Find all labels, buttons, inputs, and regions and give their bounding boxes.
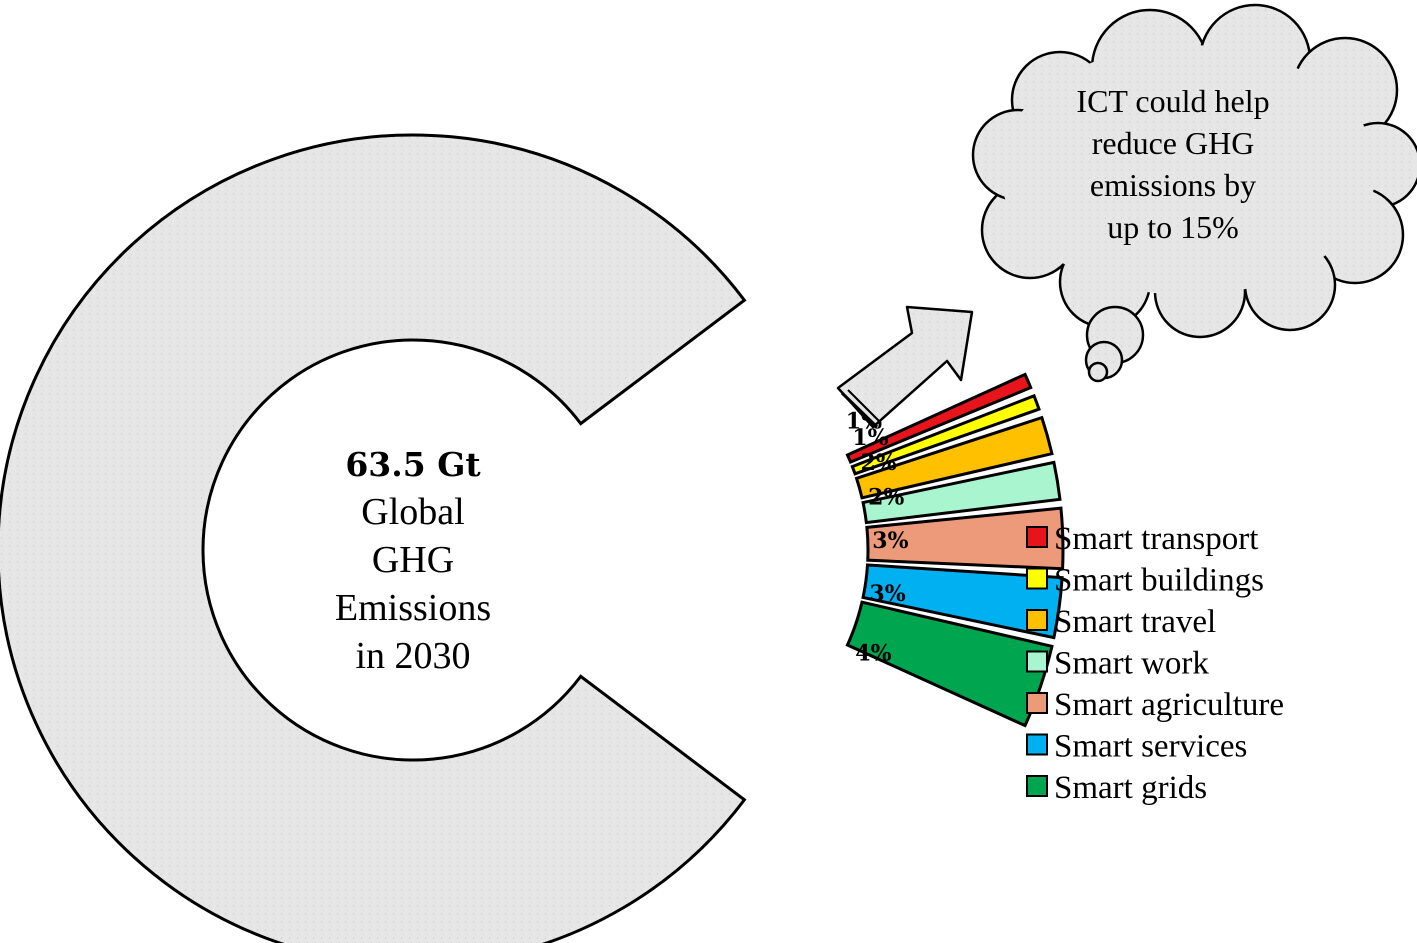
legend-swatch (1026, 526, 1048, 548)
legend-swatch (1026, 692, 1048, 714)
slice-label-smart-services: 3% (869, 581, 905, 607)
legend-swatch (1026, 733, 1048, 756)
slice-label-smart-grids: 4% (855, 641, 891, 667)
thought-cloud-icon: ICT could help reduce GHG emissions by u… (971, 3, 1417, 383)
legend-label: Smart services (1054, 729, 1247, 765)
cloud-line-2: reduce GHG (1092, 125, 1255, 161)
legend-swatch (1026, 650, 1048, 673)
cloud-line-4: up to 15% (1107, 209, 1239, 245)
slice-smart-buildings (850, 393, 1041, 476)
slice-label-smart-buildings: 1% (852, 425, 888, 451)
legend-swatch (1026, 775, 1048, 797)
legend-item-smart-travel: Smart travel (1026, 604, 1216, 640)
slice-smart-transport (845, 372, 1033, 465)
legend-label: Smart work (1054, 646, 1209, 682)
legend: Smart transport Smart buildings Smart trav… (1026, 521, 1284, 806)
legend-item-smart-agriculture: Smart agriculture (1026, 687, 1284, 723)
cloud-line-1: ICT could help (1076, 83, 1269, 119)
slice-label-smart-agriculture: 3% (872, 528, 908, 554)
center-label: 63.5 Gt Global GHG Emissions in 2030 (335, 445, 491, 677)
legend-label: Smart travel (1054, 604, 1216, 640)
legend-swatch (1026, 609, 1048, 631)
legend-label: Smart agriculture (1054, 687, 1284, 723)
remainder-ring (0, 133, 747, 943)
center-line-1: Global (361, 491, 464, 533)
center-line-4: in 2030 (355, 635, 470, 677)
slice-label-smart-work: 2% (868, 484, 904, 510)
legend-label: Smart transport (1054, 521, 1258, 557)
legend-label: Smart grids (1054, 770, 1207, 806)
cloud-line-3: emissions by (1090, 167, 1256, 203)
legend-item-smart-grids: Smart grids (1026, 770, 1207, 806)
legend-swatch (1026, 567, 1048, 590)
arrow-icon (836, 305, 974, 429)
slice-smart-agriculture (865, 506, 1065, 571)
center-line-2: GHG (372, 539, 454, 581)
center-total: 63.5 Gt (345, 445, 481, 484)
slice-smart-travel (854, 415, 1054, 500)
slice-label-smart-travel: 2% (860, 450, 896, 476)
legend-item-smart-transport: Smart transport (1026, 521, 1258, 557)
ict-slices (845, 372, 1065, 728)
slice-smart-services (861, 563, 1064, 640)
legend-item-smart-buildings: Smart buildings (1026, 563, 1264, 599)
legend-label: Smart buildings (1054, 563, 1264, 599)
slice-smart-work (861, 460, 1062, 525)
legend-item-smart-services: Smart services (1026, 729, 1247, 765)
legend-item-smart-work: Smart work (1026, 646, 1209, 682)
center-line-3: Emissions (335, 587, 491, 629)
ict-slice-labels: 1%1%2%2%3%3%4% (846, 409, 909, 667)
